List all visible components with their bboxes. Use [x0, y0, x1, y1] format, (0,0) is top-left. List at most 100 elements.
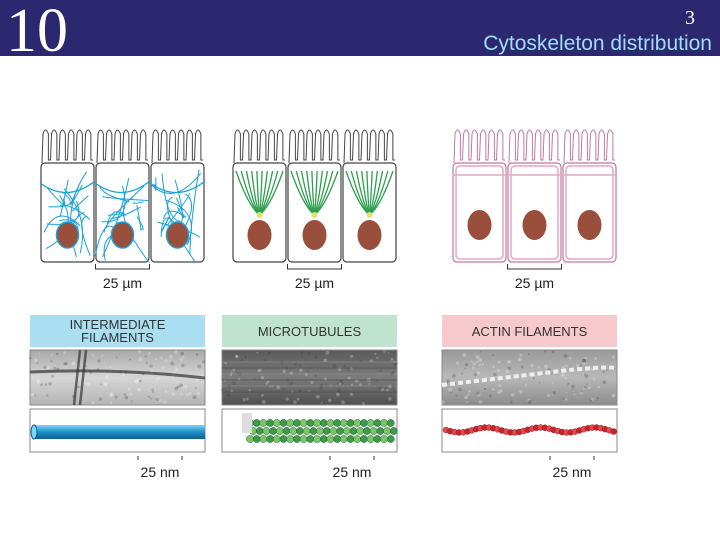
intermediate-filament	[165, 199, 192, 246]
micrograph-grain	[232, 381, 236, 386]
micrograph-grain	[565, 391, 568, 394]
micrograph-grain	[339, 379, 343, 384]
tubulin	[333, 435, 341, 443]
micrograph-grain	[458, 387, 462, 392]
intermediate-filament	[46, 186, 66, 206]
micrograph-grain	[547, 394, 551, 398]
tubulin	[386, 419, 395, 427]
micrograph-grain	[308, 390, 311, 392]
cell-scale-label: 25 µm	[295, 275, 334, 291]
microvilli	[96, 129, 148, 164]
micrograph-grain	[300, 351, 304, 355]
micrograph-grain	[155, 397, 160, 401]
micrograph-grain	[150, 397, 153, 400]
micrograph-grain	[478, 400, 483, 404]
micrograph-grain	[169, 359, 172, 361]
micrograph-grain	[467, 393, 470, 396]
slide-title: Cytoskeleton distribution	[483, 32, 712, 55]
micrograph-grain	[498, 383, 502, 387]
nucleus	[55, 221, 80, 249]
microvilli	[563, 129, 615, 164]
micrograph-grain	[285, 397, 289, 401]
micrograph-grain	[612, 394, 615, 397]
panel-label: ACTIN FILAMENTS	[472, 324, 588, 339]
micrograph-grain	[493, 372, 497, 377]
tubulin	[266, 419, 274, 427]
micrograph-grain	[552, 391, 556, 395]
tubulin	[252, 419, 261, 427]
tubulin	[286, 419, 295, 427]
micrograph-grain	[562, 399, 564, 401]
actin-monomer	[610, 428, 617, 435]
micrograph-grain	[188, 391, 192, 395]
tubulin	[380, 435, 388, 443]
micrograph-grain	[161, 365, 165, 369]
micrograph-grain	[606, 369, 608, 372]
nucleus	[110, 221, 135, 249]
microvilli	[343, 129, 395, 164]
intermediate-filament	[166, 193, 191, 227]
micrograph-grain	[182, 355, 185, 359]
micrograph-grain	[258, 368, 262, 373]
micrograph-grain	[473, 373, 477, 377]
microvilli	[233, 129, 285, 164]
cell	[507, 162, 562, 263]
tubulin	[336, 427, 344, 435]
micrograph-grain	[91, 353, 94, 357]
micrograph-grain	[301, 355, 304, 358]
micrograph-grain	[176, 385, 180, 389]
intermediate-filament	[107, 213, 126, 220]
micrograph-grain	[115, 356, 118, 359]
micrograph-grain	[497, 360, 501, 364]
tubulin	[252, 435, 261, 443]
panel-label: MICROTUBULES	[258, 324, 362, 339]
tubulin	[322, 427, 331, 435]
micrograph-grain	[611, 355, 615, 359]
micrograph-grain	[579, 364, 583, 367]
tubulin	[272, 435, 281, 443]
intermediate-filament	[59, 204, 91, 220]
scale-bar	[329, 456, 375, 460]
tubulin	[346, 435, 355, 443]
micrograph	[29, 349, 206, 406]
micrograph-grain	[550, 372, 553, 375]
micrograph-grain	[221, 377, 223, 380]
filament-model	[33, 425, 205, 439]
micrograph-grain	[152, 388, 156, 393]
micrograph-grain	[246, 397, 249, 401]
micrograph-grain	[476, 391, 480, 396]
micrograph-grain	[388, 397, 392, 401]
micrograph-grain	[472, 361, 475, 364]
micrograph-grain	[441, 400, 445, 404]
cell	[232, 162, 287, 263]
micrograph-grain	[173, 350, 178, 354]
micrograph-grain	[38, 352, 41, 355]
micrograph-grain	[265, 382, 268, 385]
micrograph-grain	[496, 369, 500, 372]
micrograph-grain	[194, 387, 197, 390]
micrograph-grain	[235, 354, 239, 358]
micrograph-grain	[36, 382, 40, 385]
intermediate-filament	[163, 210, 187, 219]
micrograph-grain	[306, 370, 309, 373]
scale-bar	[507, 264, 562, 270]
micrograph-grain	[230, 370, 233, 373]
intermediate-filament	[133, 201, 144, 204]
micrograph-grain	[368, 382, 371, 385]
nucleus	[467, 210, 492, 240]
micrograph-grain	[160, 356, 163, 359]
micrograph-grain	[108, 393, 113, 398]
actin-cortex	[565, 165, 614, 260]
micrograph-grain	[592, 378, 595, 381]
micrograph-grain	[48, 381, 52, 386]
intermediate-filament	[71, 195, 89, 212]
micrograph-grain	[505, 369, 510, 373]
micrograph-grain	[451, 374, 456, 378]
micrograph-grain	[497, 389, 502, 394]
micrograph-grain	[186, 393, 189, 396]
micrograph-grain	[517, 357, 522, 362]
micrograph-grain	[71, 362, 75, 366]
scale-bar	[137, 456, 183, 460]
micrograph-grain	[573, 393, 576, 396]
